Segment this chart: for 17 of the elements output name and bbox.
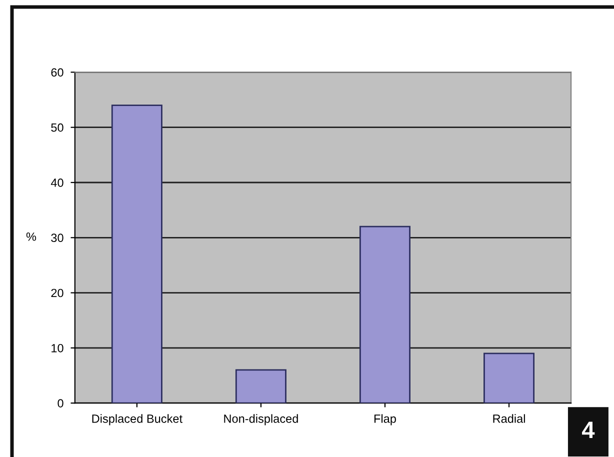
x-tick-label: Displaced Bucket — [92, 414, 182, 426]
y-tick-label: 30 — [51, 234, 64, 242]
y-tick-label: 60 — [51, 68, 64, 77]
y-tick-label: 40 — [50, 178, 64, 187]
x-tick-label: Radial — [493, 414, 525, 423]
y-tick-label: 20 — [51, 288, 64, 298]
y-tick-label: 10 — [52, 344, 64, 352]
y-axis-title: % — [26, 232, 36, 241]
x-tick-label: Flap — [374, 414, 396, 426]
bar — [235, 369, 286, 404]
text: 4 — [582, 422, 595, 438]
bar — [111, 104, 162, 404]
x-tick-label: Non-displaced — [224, 414, 298, 426]
y-tick-label: 50 — [51, 123, 64, 132]
bar — [484, 352, 535, 404]
y-tick-label: 0 — [58, 399, 64, 408]
bar — [359, 226, 410, 404]
